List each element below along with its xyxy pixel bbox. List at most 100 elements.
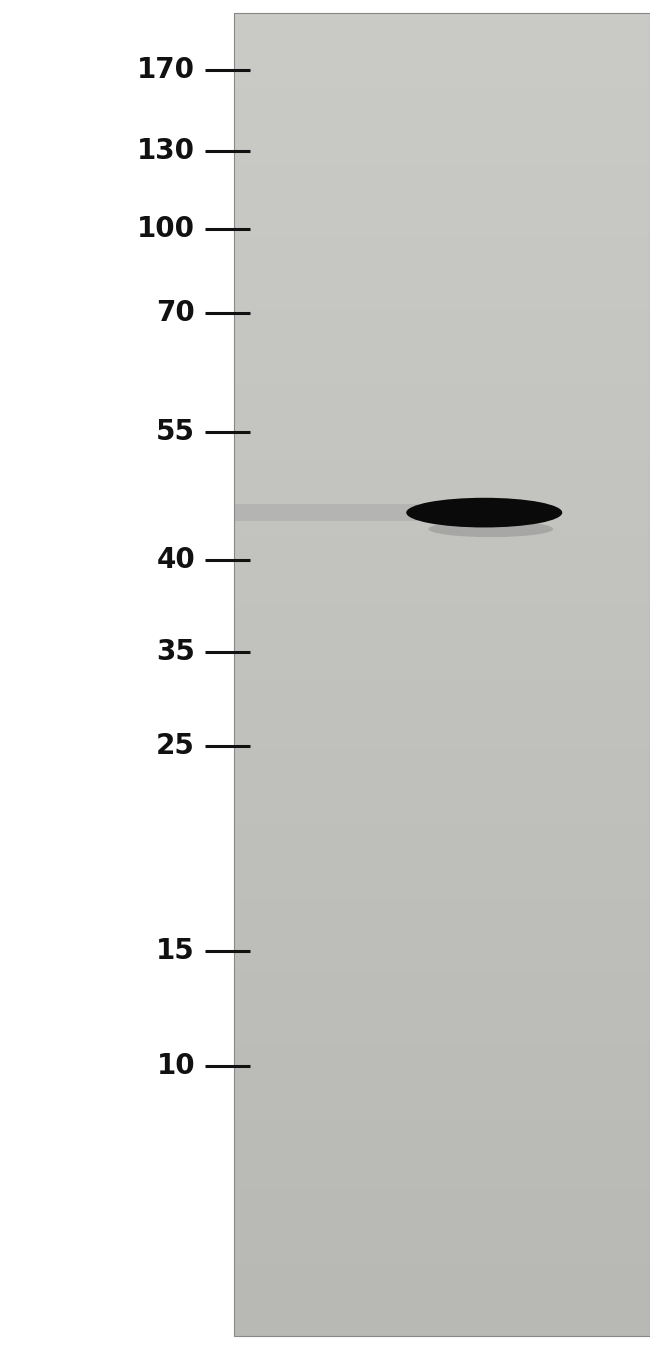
- Bar: [234, 397, 650, 401]
- Bar: [234, 1093, 650, 1098]
- Bar: [234, 35, 650, 40]
- Bar: [234, 1322, 650, 1326]
- Bar: [234, 132, 650, 136]
- Bar: [234, 498, 650, 503]
- Bar: [234, 177, 650, 181]
- Bar: [234, 966, 650, 970]
- Bar: [234, 873, 650, 877]
- Bar: [234, 181, 650, 185]
- Bar: [234, 706, 650, 710]
- Bar: [234, 789, 650, 793]
- Bar: [234, 58, 650, 62]
- Bar: [234, 1213, 650, 1217]
- Bar: [234, 750, 650, 754]
- Bar: [234, 1147, 650, 1151]
- Bar: [234, 780, 650, 785]
- Bar: [234, 719, 650, 723]
- Bar: [234, 908, 650, 912]
- Bar: [234, 393, 650, 397]
- Bar: [234, 441, 650, 445]
- Bar: [234, 1331, 650, 1336]
- Bar: [234, 960, 650, 966]
- Bar: [234, 538, 650, 542]
- Bar: [234, 49, 650, 53]
- Bar: [234, 198, 650, 202]
- Bar: [234, 221, 650, 225]
- Bar: [234, 202, 650, 208]
- Bar: [234, 1137, 650, 1141]
- Bar: [234, 353, 650, 357]
- Bar: [234, 1005, 650, 1009]
- Bar: [234, 1067, 650, 1071]
- Bar: [234, 340, 650, 344]
- Bar: [234, 797, 650, 803]
- Bar: [234, 890, 650, 894]
- Bar: [234, 768, 650, 772]
- Bar: [234, 185, 650, 190]
- Bar: [234, 31, 650, 35]
- Bar: [234, 670, 650, 674]
- Text: 10: 10: [157, 1052, 195, 1079]
- Bar: [234, 877, 650, 882]
- Bar: [234, 529, 650, 533]
- Bar: [234, 424, 650, 428]
- Bar: [234, 53, 650, 58]
- Bar: [234, 1242, 650, 1248]
- Bar: [234, 18, 650, 23]
- Bar: [234, 935, 650, 939]
- Bar: [234, 679, 650, 684]
- Bar: [234, 291, 650, 295]
- Bar: [234, 335, 650, 340]
- Bar: [234, 13, 650, 1336]
- Bar: [234, 1018, 650, 1023]
- Bar: [234, 727, 650, 731]
- Bar: [234, 560, 650, 564]
- Bar: [234, 595, 650, 599]
- Bar: [234, 317, 650, 322]
- Bar: [234, 1248, 650, 1252]
- Bar: [234, 731, 650, 737]
- Bar: [234, 101, 650, 107]
- Bar: [234, 1283, 650, 1287]
- Bar: [234, 507, 650, 511]
- Text: 25: 25: [156, 733, 195, 759]
- Bar: [234, 661, 650, 665]
- Bar: [234, 533, 650, 538]
- Text: 70: 70: [156, 299, 195, 326]
- Bar: [234, 371, 650, 375]
- Text: 100: 100: [137, 216, 195, 243]
- Bar: [234, 1172, 650, 1176]
- Bar: [234, 1128, 650, 1133]
- Bar: [234, 216, 650, 221]
- Text: 15: 15: [156, 938, 195, 965]
- Bar: [234, 987, 650, 992]
- Bar: [234, 486, 650, 490]
- Bar: [234, 1058, 650, 1062]
- Bar: [234, 1151, 650, 1155]
- Bar: [234, 754, 650, 758]
- Bar: [234, 84, 650, 89]
- Bar: [234, 414, 650, 420]
- Bar: [234, 1009, 650, 1014]
- Bar: [234, 1040, 650, 1044]
- Bar: [234, 1164, 650, 1168]
- Bar: [234, 939, 650, 943]
- Bar: [234, 811, 650, 816]
- Bar: [234, 505, 419, 521]
- Bar: [234, 1287, 650, 1291]
- Bar: [234, 1116, 650, 1120]
- Ellipse shape: [428, 521, 553, 537]
- Bar: [234, 274, 650, 278]
- Bar: [234, 803, 650, 807]
- Bar: [234, 684, 650, 688]
- Bar: [234, 921, 650, 925]
- Bar: [234, 1054, 650, 1058]
- Bar: [234, 348, 650, 353]
- Bar: [234, 494, 650, 498]
- Bar: [234, 564, 650, 569]
- Bar: [234, 128, 650, 132]
- Bar: [234, 89, 650, 93]
- Bar: [234, 76, 650, 80]
- Bar: [234, 626, 650, 630]
- Bar: [234, 1252, 650, 1256]
